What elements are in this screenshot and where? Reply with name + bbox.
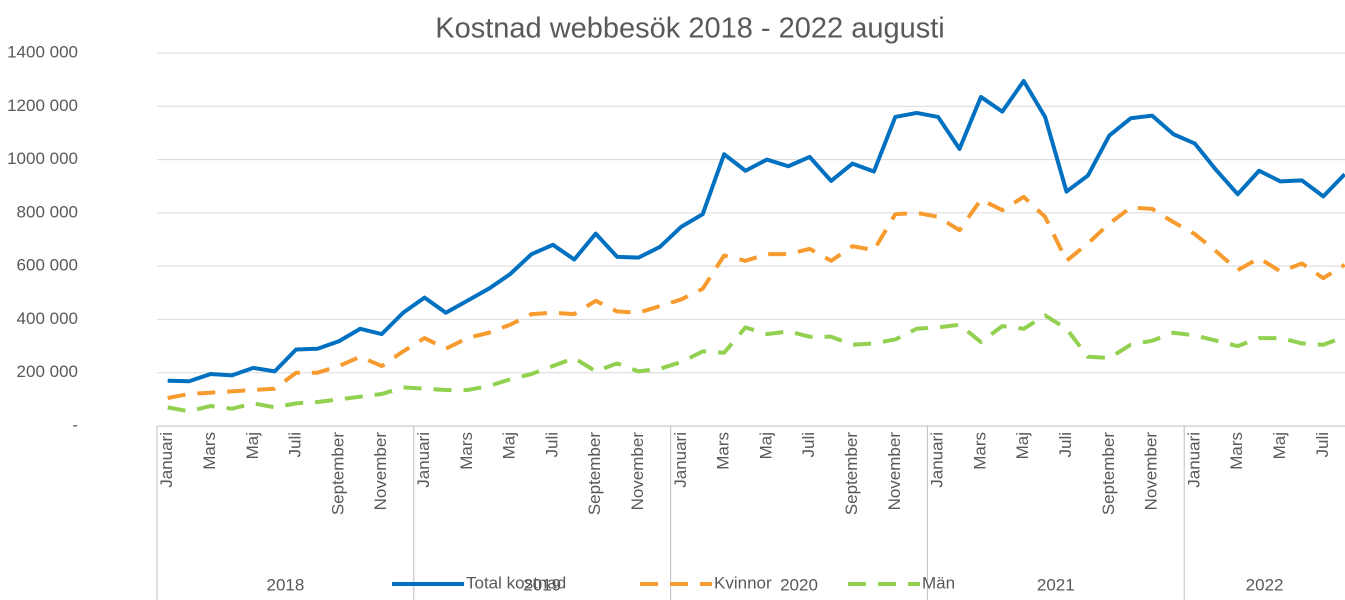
x-tick-label: Juli (542, 432, 561, 458)
y-tick-label: - (72, 415, 78, 434)
x-tick-label: Mars (1227, 432, 1246, 470)
x-tick-label: Januari (157, 432, 176, 488)
group-label: 2020 (780, 575, 818, 594)
group-label: 2021 (1037, 575, 1075, 594)
series-line (167, 194, 1345, 400)
series-line (167, 313, 1345, 414)
y-tick-label: 200 000 (17, 362, 78, 381)
x-tick-label: Maj (500, 432, 519, 459)
x-tick-label: Juli (1313, 432, 1332, 458)
x-tick-label: Maj (1013, 432, 1032, 459)
y-tick-label: 600 000 (17, 256, 78, 275)
x-tick-label: November (1142, 432, 1161, 511)
y-tick-label: 1400 000 (7, 42, 78, 61)
x-tick-label: Juli (1056, 432, 1075, 458)
y-tick-label: 800 000 (17, 202, 78, 221)
x-tick-label: September (585, 432, 604, 515)
x-tick-label: Maj (243, 432, 262, 459)
chart-title: Kostnad webbesök 2018 - 2022 augusti (435, 13, 944, 45)
x-tick-label: Januari (1184, 432, 1203, 488)
y-tick-label: 400 000 (17, 309, 78, 328)
x-tick-label: November (885, 432, 904, 511)
x-tick-label: November (628, 432, 647, 511)
x-tick-label: Mars (714, 432, 733, 470)
x-tick-label: Januari (928, 432, 947, 488)
x-tick-label: Maj (1270, 432, 1289, 459)
x-tick-label: Januari (671, 432, 690, 488)
x-tick-label: September (1099, 432, 1118, 515)
legend-label: Män (922, 573, 955, 592)
x-tick-label: September (842, 432, 861, 515)
legend-label: Kvinnor (714, 573, 772, 592)
x-tick-label: Mars (200, 432, 219, 470)
x-tick-label: Januari (414, 432, 433, 488)
group-label: 2018 (266, 575, 304, 594)
y-tick-label: 1200 000 (7, 96, 78, 115)
y-tick-label: 1000 000 (7, 149, 78, 168)
group-label: 2019 (523, 575, 561, 594)
x-tick-label: Juli (286, 432, 305, 458)
legend-label: Total kostnad (466, 573, 566, 592)
x-tick-label: September (328, 432, 347, 515)
x-tick-label: Maj (756, 432, 775, 459)
group-label: 2022 (1246, 575, 1284, 594)
x-tick-label: Juli (799, 432, 818, 458)
x-tick-label: November (371, 432, 390, 511)
x-tick-label: Mars (457, 432, 476, 470)
series-line (167, 78, 1345, 384)
x-tick-label: Mars (970, 432, 989, 470)
